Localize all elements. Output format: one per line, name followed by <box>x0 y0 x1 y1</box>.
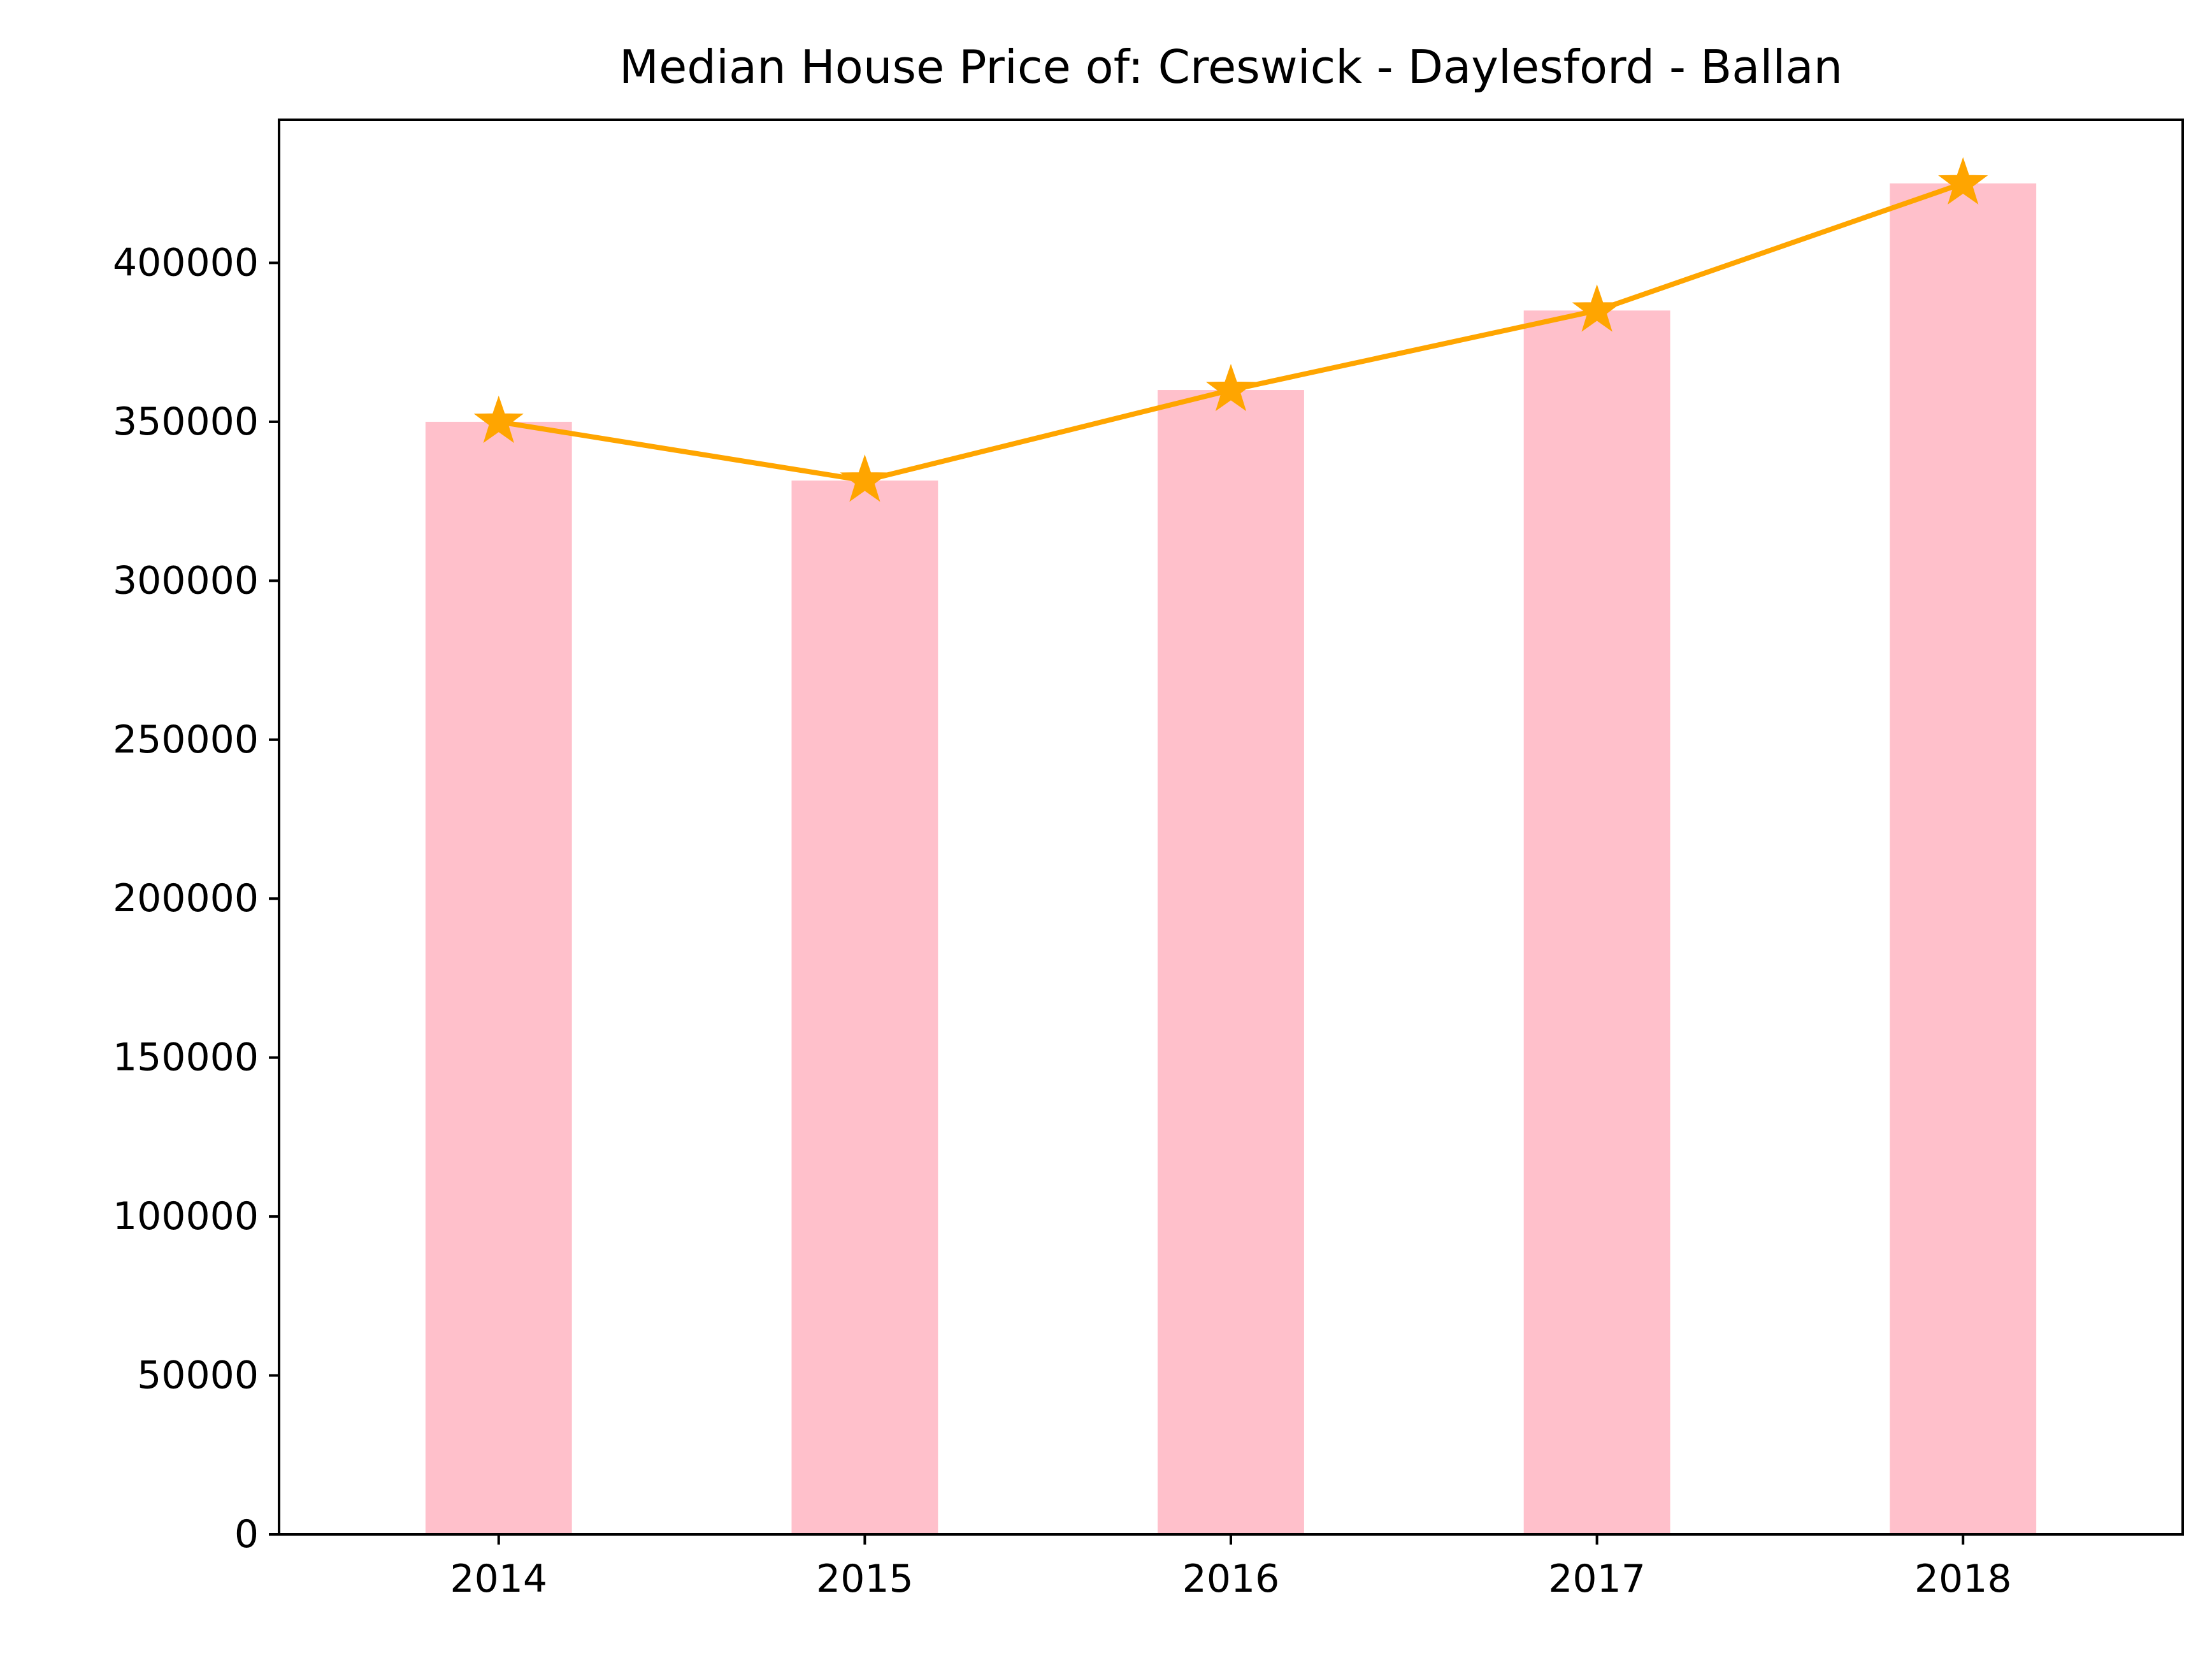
bar-2015 <box>791 480 938 1534</box>
point-2016 <box>1205 363 1256 412</box>
x-tick-label: 2014 <box>450 1557 547 1601</box>
y-tick-label: 200000 <box>113 876 259 921</box>
x-tick-label: 2017 <box>1548 1557 1646 1601</box>
y-tick-label: 50000 <box>137 1353 259 1398</box>
bar-2016 <box>1158 390 1304 1534</box>
y-axis: 0 50000 100000 150000 200000 250000 300000 3500… <box>113 240 279 1557</box>
point-2018 <box>1938 157 1988 205</box>
y-tick-label: 250000 <box>113 717 259 762</box>
bars-group <box>425 183 2037 1535</box>
y-tick-label: 300000 <box>113 558 259 603</box>
markers-group <box>473 157 1988 502</box>
x-axis: 2014 2015 2016 2017 2018 <box>450 1534 2012 1601</box>
point-2017 <box>1572 284 1622 332</box>
y-tick-label: 150000 <box>113 1035 259 1080</box>
x-tick-label: 2016 <box>1182 1557 1280 1601</box>
bar-2014 <box>425 421 572 1534</box>
bar-2017 <box>1523 310 1670 1535</box>
bar-2018 <box>1890 183 2037 1534</box>
point-2014 <box>473 395 524 443</box>
x-tick-label: 2015 <box>816 1557 914 1601</box>
y-tick-label: 400000 <box>113 240 259 285</box>
y-tick-label: 350000 <box>113 400 259 444</box>
y-tick-label: 100000 <box>113 1194 259 1239</box>
point-2015 <box>840 454 890 502</box>
chart-title: Median House Price of: Creswick - Dayles… <box>619 40 1842 94</box>
x-tick-label: 2018 <box>1914 1557 2012 1601</box>
y-tick-label: 0 <box>234 1512 259 1557</box>
